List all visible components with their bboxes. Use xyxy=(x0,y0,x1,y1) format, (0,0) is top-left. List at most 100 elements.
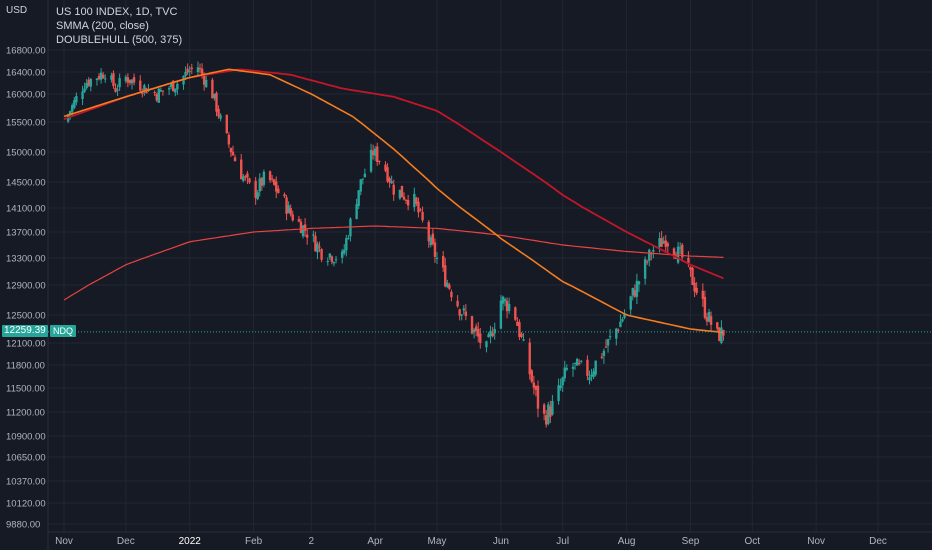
candle-body xyxy=(446,282,449,287)
candle-body xyxy=(312,234,315,236)
candle-body xyxy=(398,189,402,199)
candle-body xyxy=(460,314,463,316)
candle-body xyxy=(705,317,709,322)
candle-body xyxy=(563,367,566,379)
candle-body xyxy=(503,299,507,302)
candle-body xyxy=(291,214,294,221)
candle-body xyxy=(722,329,725,336)
candle-body xyxy=(318,246,321,248)
candle-body xyxy=(592,371,595,377)
candle-body xyxy=(202,75,206,85)
candle-body xyxy=(485,341,488,348)
candle-body xyxy=(258,178,261,192)
candle-body xyxy=(448,284,451,289)
candle-body xyxy=(648,249,651,261)
candle-body xyxy=(73,100,76,108)
candle-body xyxy=(604,346,608,348)
candle-body xyxy=(200,68,204,75)
candle-body xyxy=(404,199,408,201)
candle-body xyxy=(392,184,395,195)
candle-body xyxy=(303,224,307,231)
candle-body xyxy=(701,290,705,299)
candle-body xyxy=(217,108,220,117)
candle-body xyxy=(316,243,319,253)
candle-body xyxy=(71,105,74,112)
candle-body xyxy=(141,92,144,94)
candle-body xyxy=(588,377,591,381)
symbol-badge: NDQ xyxy=(50,325,76,337)
x-tick-label: Dec xyxy=(117,536,135,547)
candle-body xyxy=(299,221,303,234)
candle-body xyxy=(530,370,533,382)
candle-body xyxy=(479,333,482,343)
candle-body xyxy=(594,360,597,375)
candle-body xyxy=(547,404,550,424)
x-tick-label: 2022 xyxy=(179,536,202,547)
candle-body xyxy=(720,327,723,344)
y-tick-label: 10120.00 xyxy=(6,499,46,510)
candle-body xyxy=(559,385,562,389)
candle-body xyxy=(470,316,474,334)
candle-body xyxy=(619,321,622,328)
candle-body xyxy=(571,366,575,369)
candle-body xyxy=(462,308,465,311)
y-tick-label: 10900.00 xyxy=(6,432,46,443)
y-tick-label: 13700.00 xyxy=(6,228,46,239)
candle-body xyxy=(248,178,251,183)
candle-body xyxy=(681,244,684,258)
candle-body xyxy=(355,204,358,219)
candle-body xyxy=(615,328,618,339)
candle-body xyxy=(602,350,606,356)
candle-body xyxy=(472,329,476,333)
candle-body xyxy=(211,79,214,99)
candle-body xyxy=(444,265,447,287)
candle-body xyxy=(709,316,713,325)
candle-body xyxy=(283,194,286,197)
y-tick-label: 12500.00 xyxy=(6,311,46,322)
x-tick-label: Nov xyxy=(807,536,825,547)
indicator-hull-label[interactable]: DOUBLEHULL (500, 375) xyxy=(56,34,183,46)
x-tick-label: May xyxy=(428,536,447,547)
candle-body xyxy=(112,73,115,87)
candle-body xyxy=(565,368,569,370)
candle-body xyxy=(516,321,519,326)
candle-body xyxy=(390,181,393,184)
x-tick-label: Nov xyxy=(55,536,73,547)
candle-body xyxy=(159,90,163,92)
chart-legend: US 100 INDEX, 1D, TVC SMMA (200, close) … xyxy=(56,5,182,47)
candle-body xyxy=(97,75,101,80)
candle-body xyxy=(328,253,332,258)
candle-body xyxy=(402,196,406,200)
y-tick-label: 16400.00 xyxy=(6,68,46,79)
candle-body xyxy=(297,219,301,222)
indicator-smma-label[interactable]: SMMA (200, close) xyxy=(56,20,149,32)
candle-body xyxy=(242,176,245,181)
y-tick-label: 9880.00 xyxy=(6,520,40,531)
candle-body xyxy=(101,74,105,79)
candle-body xyxy=(561,377,564,386)
candle-body xyxy=(645,261,649,263)
candle-body xyxy=(225,114,228,133)
candle-body xyxy=(534,386,538,390)
candle-body xyxy=(83,88,86,92)
candle-body xyxy=(314,235,317,252)
candle-body xyxy=(433,242,437,257)
candle-body xyxy=(256,192,259,200)
candle-body xyxy=(431,233,435,245)
x-tick-label: Oct xyxy=(745,536,761,547)
candle-body xyxy=(501,296,505,304)
candle-body xyxy=(621,319,624,322)
candle-body xyxy=(167,88,171,90)
candle-body xyxy=(305,234,309,238)
y-tick-label: 13300.00 xyxy=(6,254,46,265)
candle-body xyxy=(132,77,136,83)
y-tick-label: 10650.00 xyxy=(6,453,46,464)
candle-body xyxy=(520,333,523,338)
y-tick-label: 12100.00 xyxy=(6,339,46,350)
candle-body xyxy=(435,257,439,259)
candle-body xyxy=(204,79,208,87)
candle-body xyxy=(188,70,191,72)
candle-body xyxy=(289,207,292,215)
x-tick-label: Aug xyxy=(618,536,636,547)
